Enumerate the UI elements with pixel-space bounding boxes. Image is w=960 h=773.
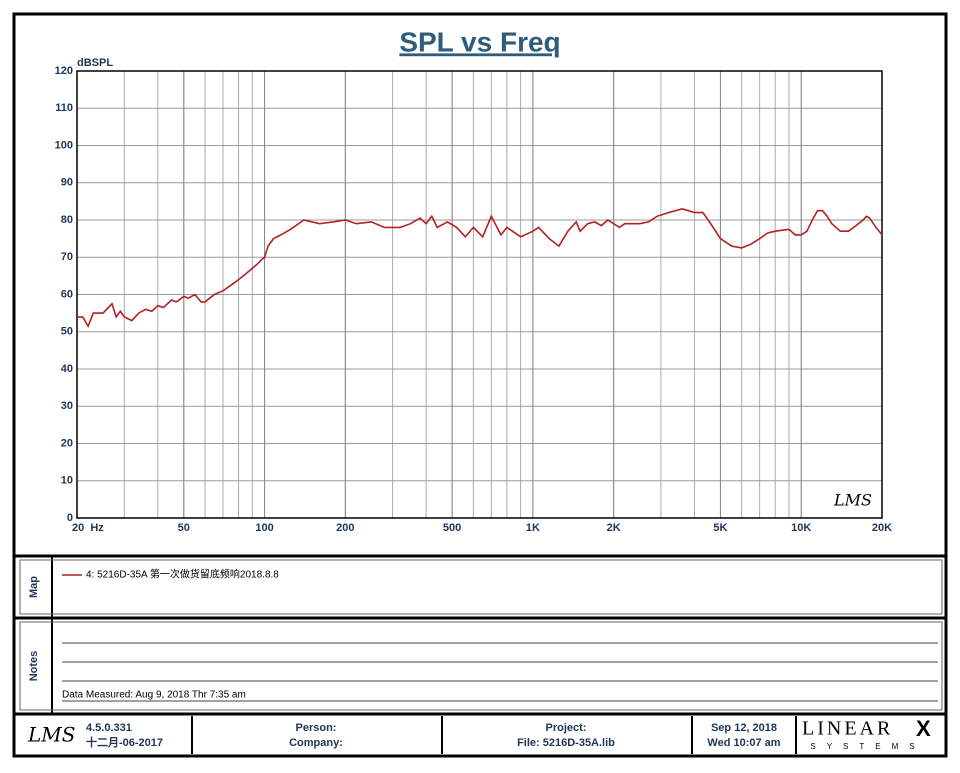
x-tick-label: 2K xyxy=(607,522,621,534)
x-tick-label: 200 xyxy=(336,522,354,534)
y-axis-label: dBSPL xyxy=(77,57,113,69)
build-date: 十二月-06-2017 xyxy=(86,735,163,749)
measured-date: Data Measured: Aug 9, 2018 Thr 7:35 am xyxy=(62,690,246,701)
y-tick-label: 50 xyxy=(61,326,73,338)
time: Wed 10:07 am xyxy=(707,737,780,749)
y-tick-label: 0 xyxy=(67,512,73,524)
plot: 0 10 20 30 40 50 60 70 80 90 100 110 120 20 Hz 50 100 20… xyxy=(55,65,893,534)
map-label: Map xyxy=(28,576,40,598)
y-tick-label: 80 xyxy=(61,214,73,226)
watermark: LMS xyxy=(833,491,872,510)
brand-sub: SYSTEMS xyxy=(810,742,925,751)
plot-border xyxy=(76,70,883,519)
date: Sep 12, 2018 xyxy=(711,722,777,734)
y-tick-label: 10 xyxy=(61,475,73,487)
x-tick-label: 20K xyxy=(872,522,892,534)
x-tick-label: 500 xyxy=(443,522,461,534)
footer-logo: LMS xyxy=(27,723,75,747)
brand: LINEAR xyxy=(802,718,893,740)
y-tick-label: 90 xyxy=(61,177,73,189)
file: File: 5216D-35A.lib xyxy=(517,737,615,749)
y-tick-label: 70 xyxy=(61,251,73,263)
x-tick-label: 5K xyxy=(713,522,727,534)
data-line xyxy=(77,207,883,329)
brand-x: X xyxy=(916,716,931,741)
y-tick-label: 110 xyxy=(55,102,73,114)
x-tick-label: 50 xyxy=(178,522,190,534)
person: Person: xyxy=(296,722,337,734)
x-tick-label: 20 Hz xyxy=(72,522,104,534)
y-tick-label: 60 xyxy=(61,288,73,300)
y-tick-label: 40 xyxy=(61,363,73,375)
project: Project: xyxy=(546,722,587,734)
note-lines xyxy=(62,642,938,702)
chart-title: SPL vs Freq xyxy=(399,26,560,57)
map-panel xyxy=(19,559,943,615)
version: 4.5.0.331 xyxy=(86,722,132,734)
notes-label: Notes xyxy=(28,651,40,682)
company: Company: xyxy=(289,737,343,749)
x-tick-label: 1K xyxy=(526,522,540,534)
x-tick-label: 10K xyxy=(791,522,811,534)
footer: LMS 4.5.0.331 十二月-06-2017 Person: Compan… xyxy=(27,716,931,754)
legend-entry: 4: 5216D-35A 第一次做货留底频响2018.8.8 xyxy=(86,568,279,581)
y-tick-label: 100 xyxy=(55,139,73,151)
notes-panel xyxy=(19,621,943,711)
y-tick-label: 120 xyxy=(55,65,73,77)
y-tick-label: 30 xyxy=(61,400,73,412)
x-tick-label: 100 xyxy=(255,522,273,534)
y-tick-label: 20 xyxy=(61,437,73,449)
